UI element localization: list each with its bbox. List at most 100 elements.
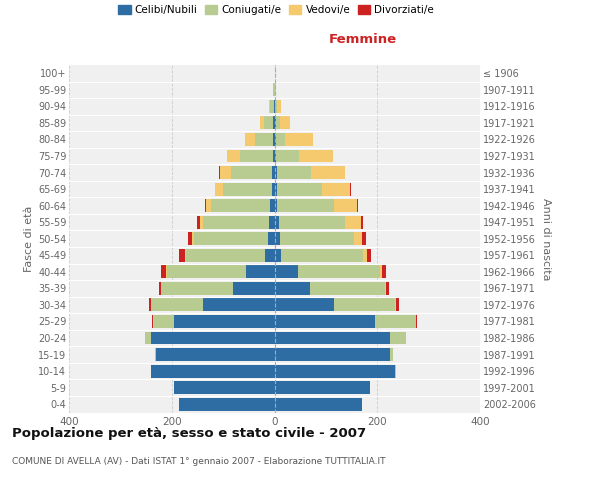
Bar [175,381,275,394]
Bar [167,266,275,278]
Bar [149,298,275,312]
Bar [274,116,275,130]
Bar [275,116,290,130]
Bar [275,282,386,295]
Bar [271,199,275,212]
Bar [152,315,275,328]
Bar [145,332,275,344]
Bar [227,150,275,162]
Bar [275,398,362,410]
Bar [185,249,275,262]
Bar [275,315,374,328]
Bar [260,116,275,130]
Bar [275,381,370,394]
Bar [275,199,358,212]
Y-axis label: Fasce di età: Fasce di età [23,206,34,272]
Bar [275,315,416,328]
Bar [275,249,367,262]
Bar [272,166,275,179]
Bar [157,348,275,361]
Bar [275,199,277,212]
Bar [275,348,392,361]
Bar [256,133,275,146]
Bar [219,166,275,179]
Bar [155,348,275,361]
Bar [275,116,280,130]
Bar [275,232,362,245]
Bar [275,216,364,228]
Bar [223,182,275,196]
Bar [179,398,275,410]
Bar [161,282,275,295]
Bar [155,348,275,361]
Bar [275,282,385,295]
Bar [275,282,389,295]
Bar [275,166,311,179]
Bar [272,182,275,196]
Bar [274,84,275,96]
Bar [239,150,275,162]
Bar [231,166,275,179]
Bar [203,298,275,312]
Bar [151,364,275,378]
Bar [159,282,275,295]
Legend: Celibi/Nubili, Coniugati/e, Vedovi/e, Divorziati/e: Celibi/Nubili, Coniugati/e, Vedovi/e, Di… [116,2,436,17]
Text: Popolazione per età, sesso e stato civile - 2007: Popolazione per età, sesso e stato civil… [12,428,366,440]
Bar [166,266,275,278]
Bar [275,133,313,146]
Bar [275,298,334,312]
Bar [275,398,362,410]
Bar [275,315,416,328]
Bar [175,381,275,394]
Bar [275,348,392,361]
Bar [275,150,332,162]
Bar [275,133,285,146]
Bar [179,398,275,410]
Bar [275,266,386,278]
Bar [275,166,277,179]
Bar [175,381,275,394]
Bar [269,100,275,113]
Bar [151,298,275,312]
Bar [274,84,275,96]
Bar [275,332,406,344]
Bar [275,166,346,179]
Bar [275,182,350,196]
Bar [246,266,275,278]
Bar [153,315,275,328]
Bar [194,232,275,245]
Bar [275,364,396,378]
Bar [264,116,275,130]
Bar [275,332,390,344]
Bar [275,150,332,162]
Bar [161,266,275,278]
Bar [275,232,354,245]
Bar [179,398,275,410]
Bar [275,266,298,278]
Bar [275,182,322,196]
Bar [275,381,370,394]
Bar [260,116,275,130]
Bar [185,249,275,262]
Bar [275,298,396,312]
Bar [245,133,275,146]
Bar [275,216,346,228]
Bar [275,398,362,410]
Bar [275,364,396,378]
Bar [275,166,345,179]
Bar [179,249,275,262]
Bar [151,364,275,378]
Text: COMUNE DI AVELLA (AV) - Dati ISTAT 1° gennaio 2007 - Elaborazione TUTTITALIA.IT: COMUNE DI AVELLA (AV) - Dati ISTAT 1° ge… [12,458,386,466]
Bar [275,298,399,312]
Bar [275,381,370,394]
Bar [275,364,396,378]
Bar [269,216,275,228]
Bar [155,348,275,361]
Bar [245,133,275,146]
Bar [275,232,366,245]
Bar [275,398,362,410]
Bar [275,249,281,262]
Bar [275,182,277,196]
Bar [268,232,275,245]
Bar [203,216,275,228]
